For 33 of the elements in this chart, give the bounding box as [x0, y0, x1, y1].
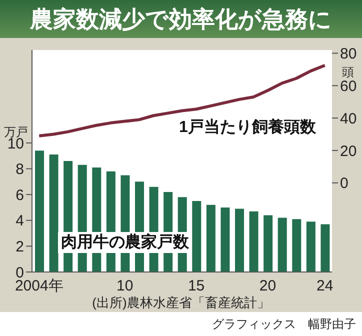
series-label: 肉用牛の農家戸数	[58, 232, 192, 253]
y2-tick-label: 60	[340, 78, 357, 95]
bar	[192, 201, 202, 272]
x-tick-label: 15	[188, 278, 205, 295]
y-tick-label: 8	[16, 161, 24, 178]
y2-tick-label: 0	[340, 175, 348, 192]
x-tick-label: 20	[259, 278, 276, 295]
text: (出所)農林水産省「畜産統計」	[91, 294, 271, 312]
y2-tick-label: 20	[340, 142, 357, 160]
bar	[220, 207, 230, 272]
bar	[235, 208, 244, 272]
text: グラフィックス 幅野由子	[212, 316, 356, 333]
y2-tick-label: 80	[340, 46, 357, 63]
line-series	[38, 64, 326, 138]
chart-title: 農家数減少で効率化が急務に	[0, 0, 362, 38]
bar	[49, 154, 58, 272]
y2-axis-title: 頭	[342, 64, 354, 80]
bar	[320, 224, 330, 272]
bar	[278, 218, 287, 272]
bar	[35, 150, 44, 272]
y2-tick-label: 40	[340, 110, 357, 128]
x-tick-label: 10	[116, 278, 134, 295]
series-label: 1戸当たり飼養頭数	[178, 117, 317, 138]
y-axis-title: 万戸	[4, 124, 28, 139]
bar	[249, 211, 258, 272]
bar	[306, 222, 316, 272]
y-tick-label: 6	[16, 186, 24, 204]
y-tick-label: 4	[16, 212, 24, 230]
x-tick-label: 24	[316, 278, 334, 295]
bar	[292, 219, 302, 272]
y-tick-label: 2	[16, 238, 24, 256]
bar	[264, 215, 273, 272]
bar	[206, 204, 216, 272]
